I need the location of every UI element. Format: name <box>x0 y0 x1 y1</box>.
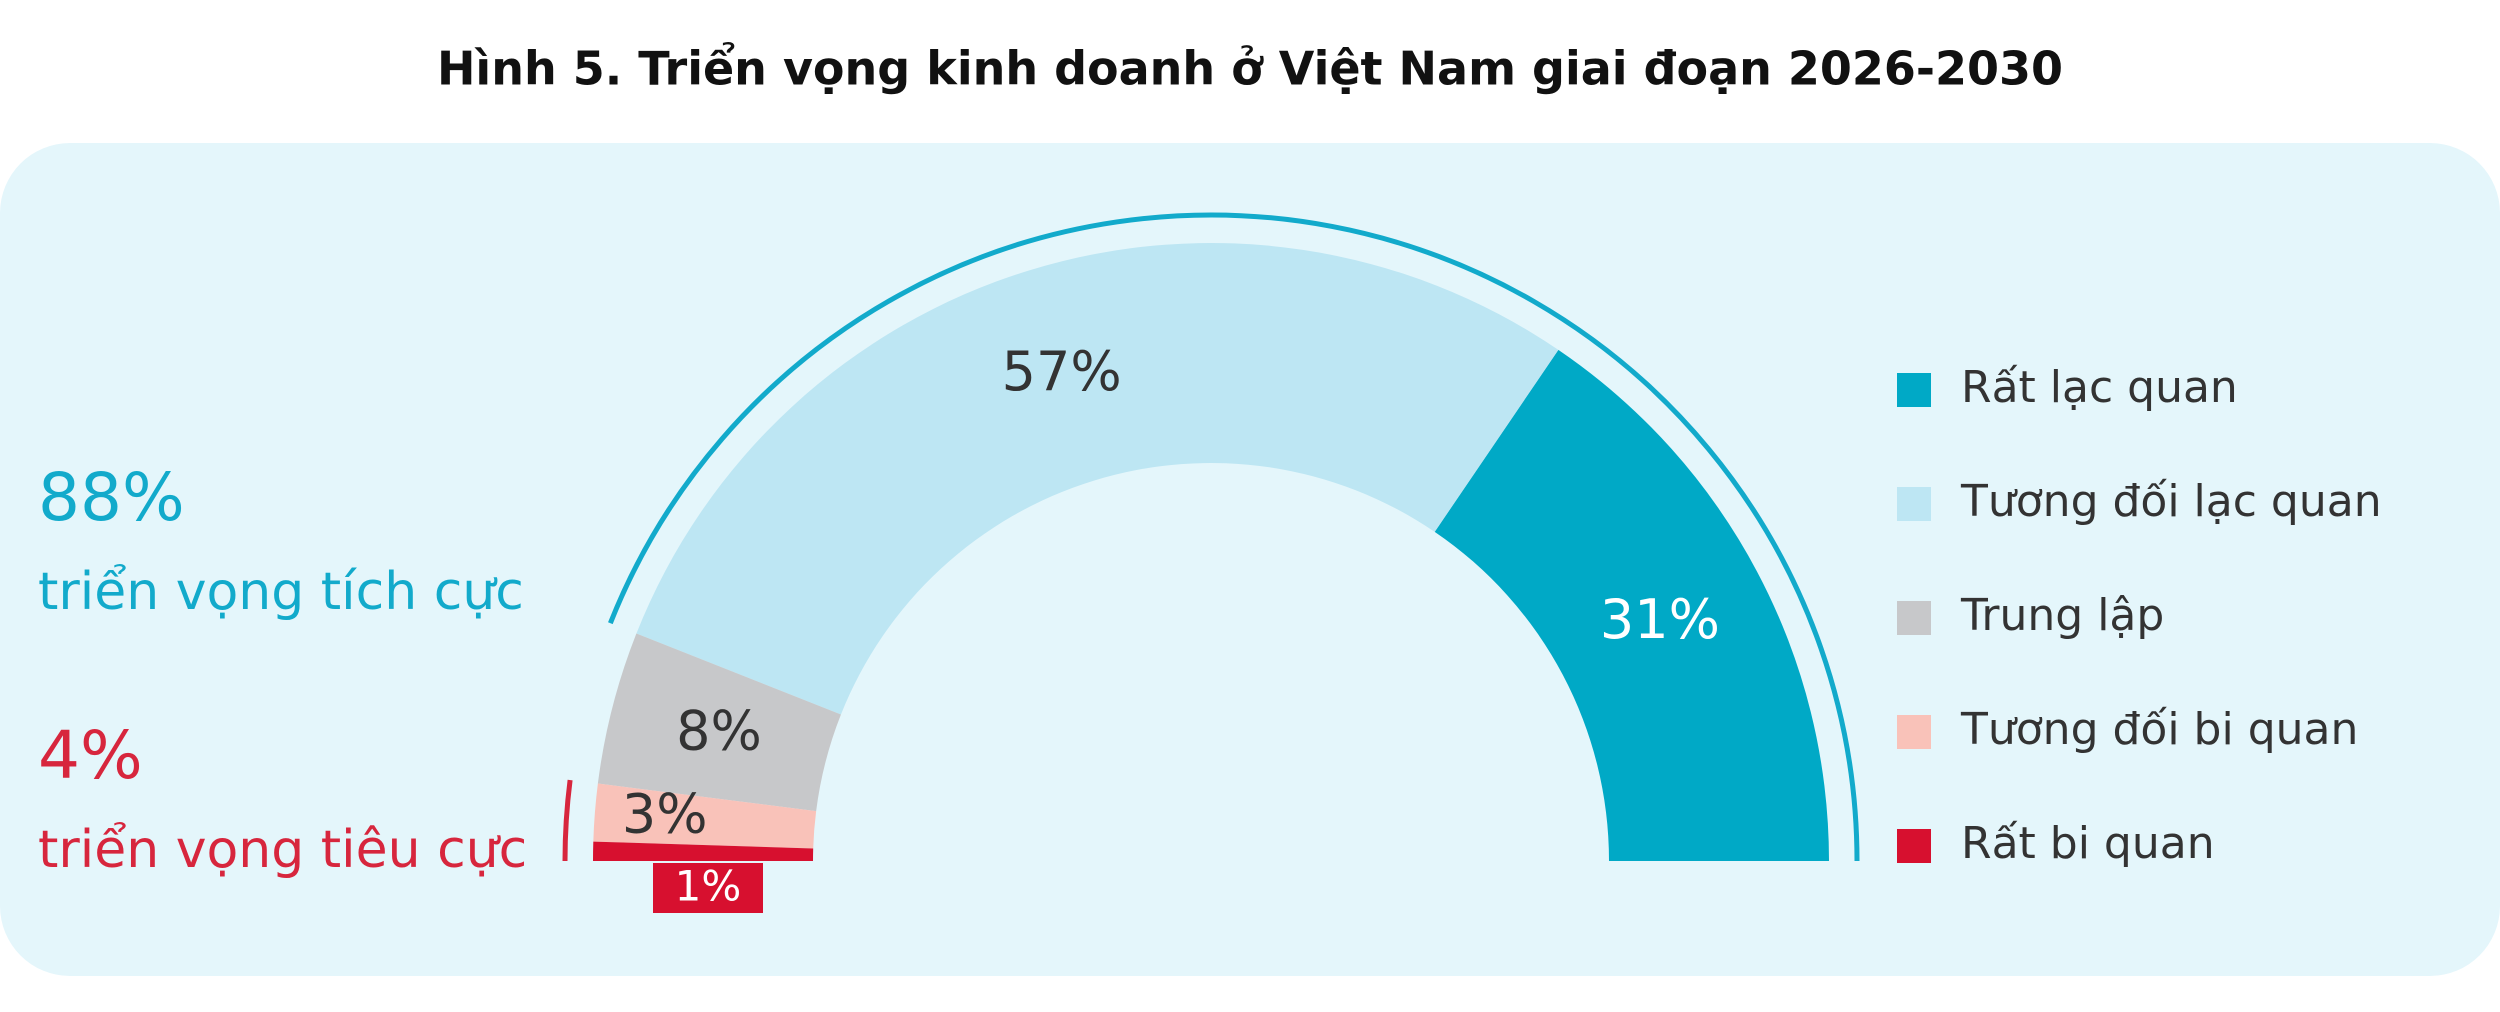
legend-swatch <box>1897 373 1931 407</box>
legend-label: Tương đối bi quan <box>1960 704 2358 755</box>
value-label-box <box>653 863 763 913</box>
donut-segment <box>1434 349 1830 861</box>
legend-label: Tương đối lạc quan <box>1960 476 2382 527</box>
donut-segment <box>597 633 841 812</box>
legend-label: Trung lập <box>1960 590 2164 641</box>
value-label: 1% <box>675 862 742 911</box>
summary-value: 88% <box>38 459 185 536</box>
legend-swatch <box>1897 715 1931 749</box>
value-label: 3% <box>622 783 708 846</box>
summary-bracket <box>608 212 1860 862</box>
value-label: 57% <box>1002 340 1122 403</box>
value-label: 8% <box>676 699 762 762</box>
value-label: 31% <box>1600 588 1720 651</box>
summary-text: triển vọng tiêu cực <box>38 820 527 880</box>
donut-segment <box>593 783 817 849</box>
summary-text: triển vọng tích cực <box>38 562 524 622</box>
legend-label: Rất bi quan <box>1961 818 2215 869</box>
legend-swatch <box>1897 601 1931 635</box>
legend-swatch <box>1897 487 1931 521</box>
summary-value: 4% <box>38 717 143 794</box>
donut-segment <box>593 841 814 861</box>
summary-bracket <box>562 779 573 862</box>
chart-title: Hình 5. Triển vọng kinh doanh ở Việt Nam… <box>437 42 2063 96</box>
donut-segment <box>636 242 1559 715</box>
legend-label: Rất lạc quan <box>1961 362 2238 413</box>
legend-swatch <box>1897 829 1931 863</box>
